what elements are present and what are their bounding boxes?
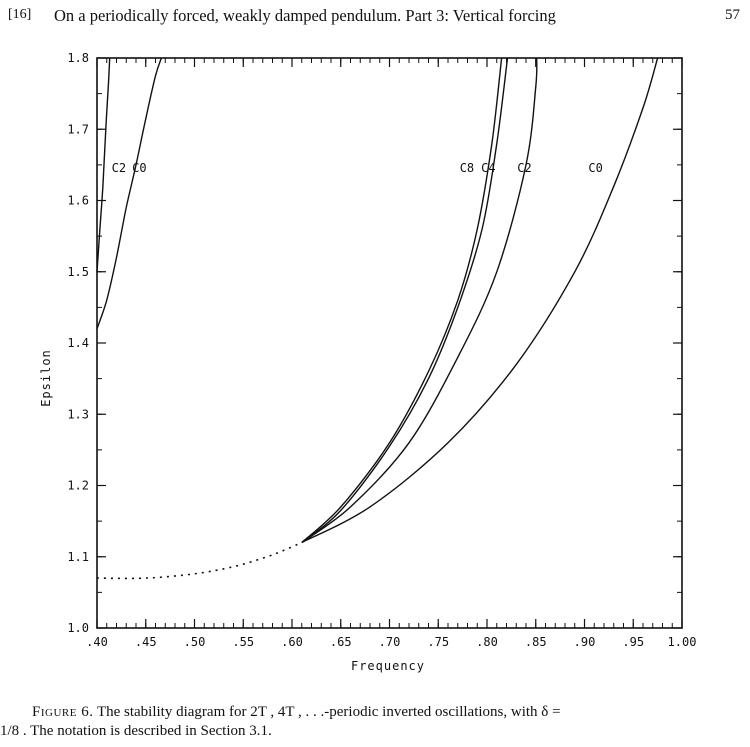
caption-line-1: Figure 6. The stability diagram for 2T ,… [32, 703, 561, 722]
x-tick-label: .70 [379, 635, 401, 649]
x-tick-label: .95 [622, 635, 644, 649]
y-tick-label: 1.6 [67, 194, 89, 208]
curve-dotted-boundary [96, 541, 303, 580]
x-tick-label: 1.00 [668, 635, 697, 649]
y-tick-label: 1.4 [67, 336, 89, 350]
x-tick-label: .45 [135, 635, 157, 649]
curve-label-c0: C0 [132, 161, 146, 175]
running-title: On a periodically forced, weakly damped … [54, 6, 556, 25]
curve-label-c8: C8 [460, 161, 474, 175]
x-tick-label: .40 [86, 635, 108, 649]
axis-ticks: .40 .45 .50 .55 .60 .65 .70 .75 .80 .85 .90 .95 1.00… [67, 51, 696, 649]
curve-c8-2 [301, 57, 503, 544]
reference-number: [16] [8, 7, 32, 22]
curve-annotations: C2 C0 C8 C4 C2 C0 [112, 161, 603, 175]
x-tick-label: .55 [232, 635, 254, 649]
plot-border [96, 57, 683, 629]
plot-frame [96, 57, 683, 629]
curves [96, 57, 659, 580]
y-tick-label: 1.1 [67, 550, 89, 564]
y-tick-label: 1.5 [67, 265, 89, 279]
x-tick-label: .85 [525, 635, 547, 649]
curve-label-c0: C0 [588, 161, 602, 175]
curve-c0-5 [301, 57, 659, 544]
page-number: 57 [725, 7, 740, 23]
curve-label-c2: C2 [112, 161, 126, 175]
curve-c0-1 [96, 57, 163, 330]
stability-diagram-chart: .40 .45 .50 .55 .60 .65 .70 .75 .80 .85 .90 .95 1.00… [39, 51, 696, 673]
curve-c2-0 [96, 57, 111, 272]
curve-c2-4 [301, 57, 538, 544]
curve-label-c2: C2 [517, 161, 531, 175]
x-tick-label: .75 [427, 635, 449, 649]
caption-line-2: 1/8 . The notation is described in Secti… [0, 723, 272, 739]
x-tick-label: .65 [330, 635, 352, 649]
curve-c4-3 [301, 57, 509, 544]
y-tick-label: 1.0 [67, 621, 89, 635]
x-tick-label: .60 [281, 635, 303, 649]
running-header: [16] On a periodically forced, weakly da… [0, 4, 750, 30]
x-axis-label: Frequency [351, 659, 425, 673]
y-tick-label: 1.8 [67, 51, 89, 65]
x-tick-label: .50 [184, 635, 206, 649]
y-tick-label: 1.7 [67, 122, 89, 136]
x-tick-label: .90 [574, 635, 596, 649]
figure-label: Figure 6. [32, 704, 94, 720]
curve-label-c4: C4 [481, 161, 495, 175]
x-tick-label: .80 [476, 635, 498, 649]
caption-text-1: The stability diagram for 2T , 4T , . . … [96, 704, 561, 720]
y-tick-label: 1.2 [67, 479, 89, 493]
y-axis-label: Epsilon [39, 349, 53, 407]
y-tick-label: 1.3 [67, 407, 89, 421]
